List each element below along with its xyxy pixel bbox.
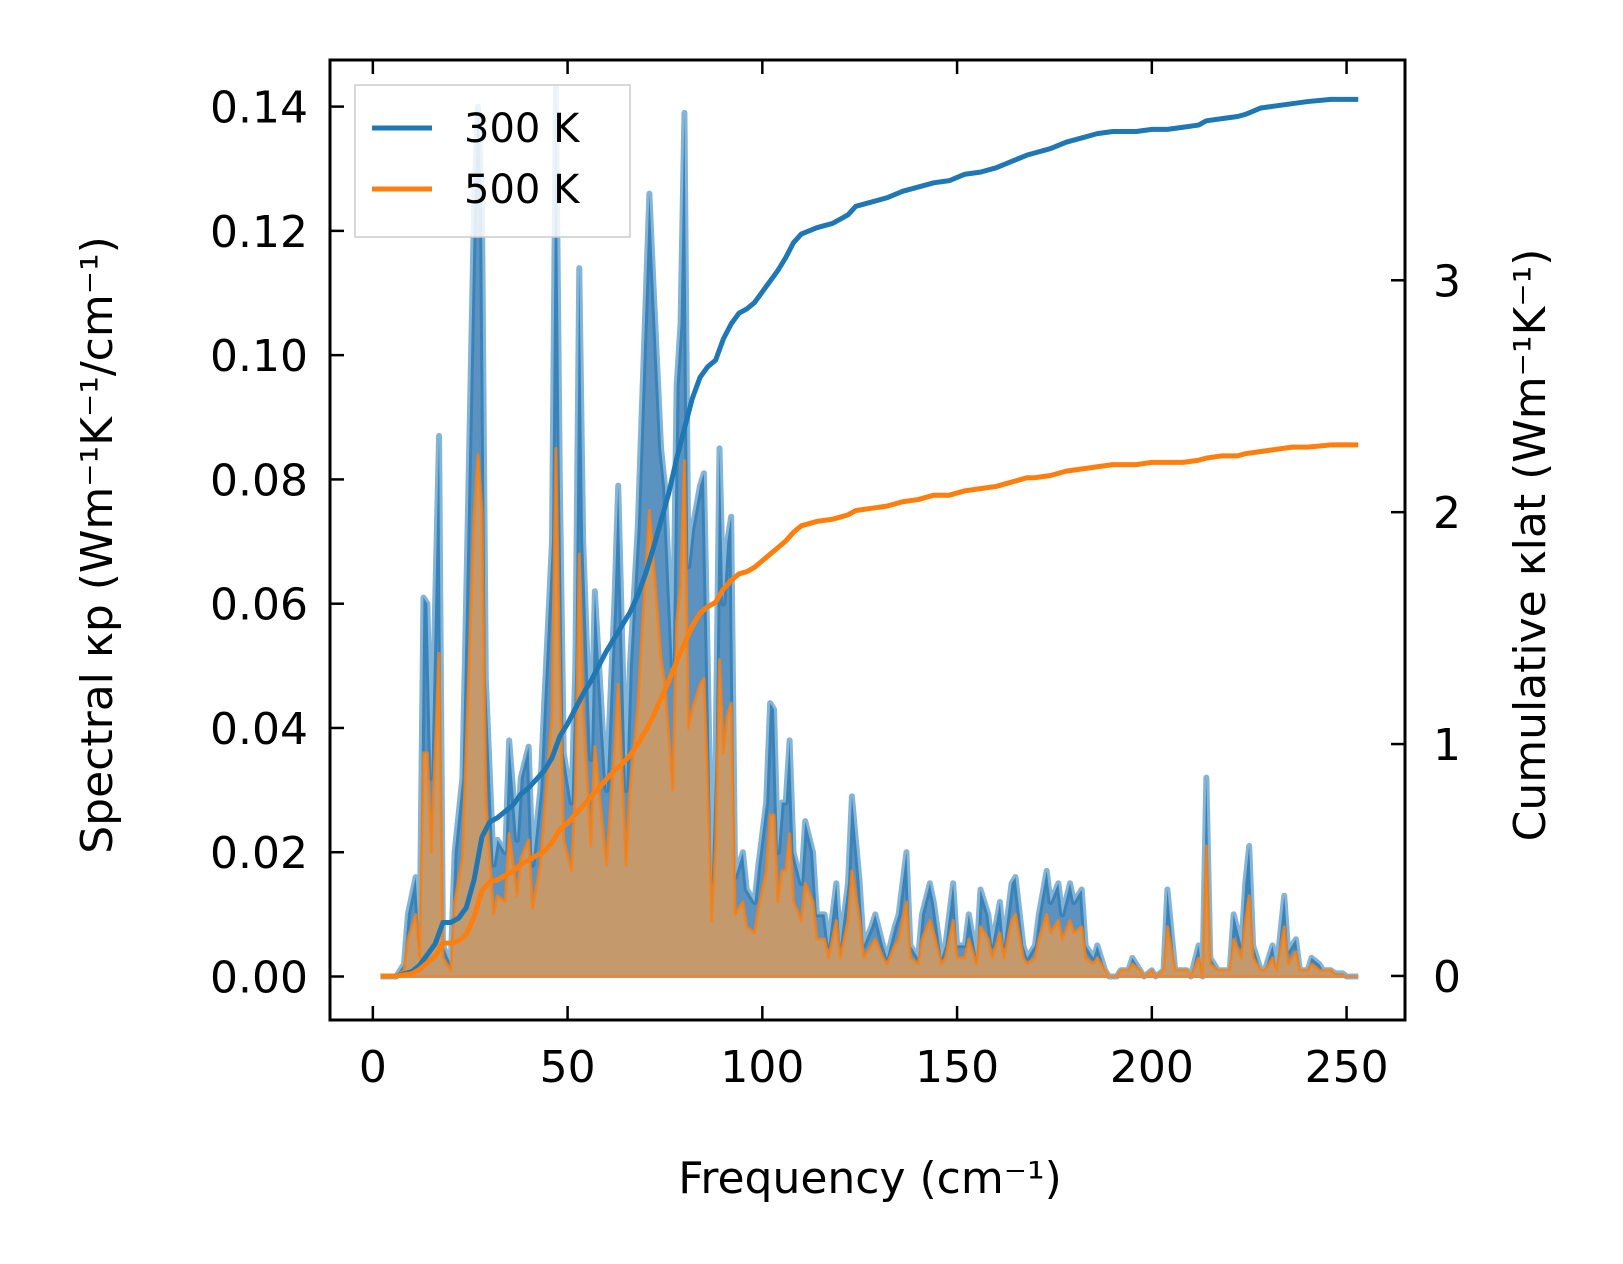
plot-area bbox=[380, 84, 1359, 980]
y-right-tick-label: 0 bbox=[1433, 952, 1461, 1003]
y-left-tick-label: 0.04 bbox=[210, 704, 308, 755]
x-tick-label: 50 bbox=[540, 1042, 596, 1093]
cumulative-500k-line bbox=[380, 442, 1359, 979]
x-axis-title: Frequency (cm⁻¹) bbox=[678, 1153, 1062, 1204]
cumulative-300k-line bbox=[380, 96, 1359, 979]
y-left-tick-label: 0.14 bbox=[210, 83, 308, 134]
y-right-tick-label: 2 bbox=[1433, 488, 1461, 539]
legend: 300 K 500 K bbox=[354, 84, 631, 238]
legend-label-500k: 500 K bbox=[464, 167, 581, 213]
y-right-tick-label: 1 bbox=[1433, 720, 1461, 771]
x-tick-label: 100 bbox=[720, 1042, 804, 1093]
x-tick-label: 250 bbox=[1305, 1042, 1389, 1093]
legend-frame bbox=[354, 84, 631, 238]
y-left-tick-label: 0.02 bbox=[210, 828, 308, 879]
y-right-tick-label: 3 bbox=[1433, 256, 1461, 307]
y-left-tick-label: 0.06 bbox=[210, 580, 308, 631]
y-left-tick-label: 0.00 bbox=[210, 953, 308, 1004]
y-right-axis-title: Cumulative κlat (Wm⁻¹K⁻¹) bbox=[1505, 249, 1556, 842]
x-tick-label: 0 bbox=[359, 1042, 387, 1093]
y-left-tick-label: 0.08 bbox=[210, 455, 308, 506]
x-tick-label: 150 bbox=[915, 1042, 999, 1093]
y-left-tick-label: 0.12 bbox=[210, 207, 308, 258]
y-left-axis-title: Spectral κp (Wm⁻¹K⁻¹/cm⁻¹) bbox=[72, 236, 123, 854]
plot-clip-group bbox=[380, 84, 1359, 980]
spectral-300k-line bbox=[380, 84, 1359, 980]
y-left-tick-label: 0.10 bbox=[210, 331, 308, 382]
x-tick-label: 200 bbox=[1110, 1042, 1194, 1093]
plot-frame bbox=[328, 58, 1407, 1022]
legend-label-300k: 300 K bbox=[464, 106, 581, 152]
axes: 0 50 100 150 200 250 0.00 0.02 0.04 0.06 0.08 0.10 0… bbox=[210, 58, 1461, 1093]
